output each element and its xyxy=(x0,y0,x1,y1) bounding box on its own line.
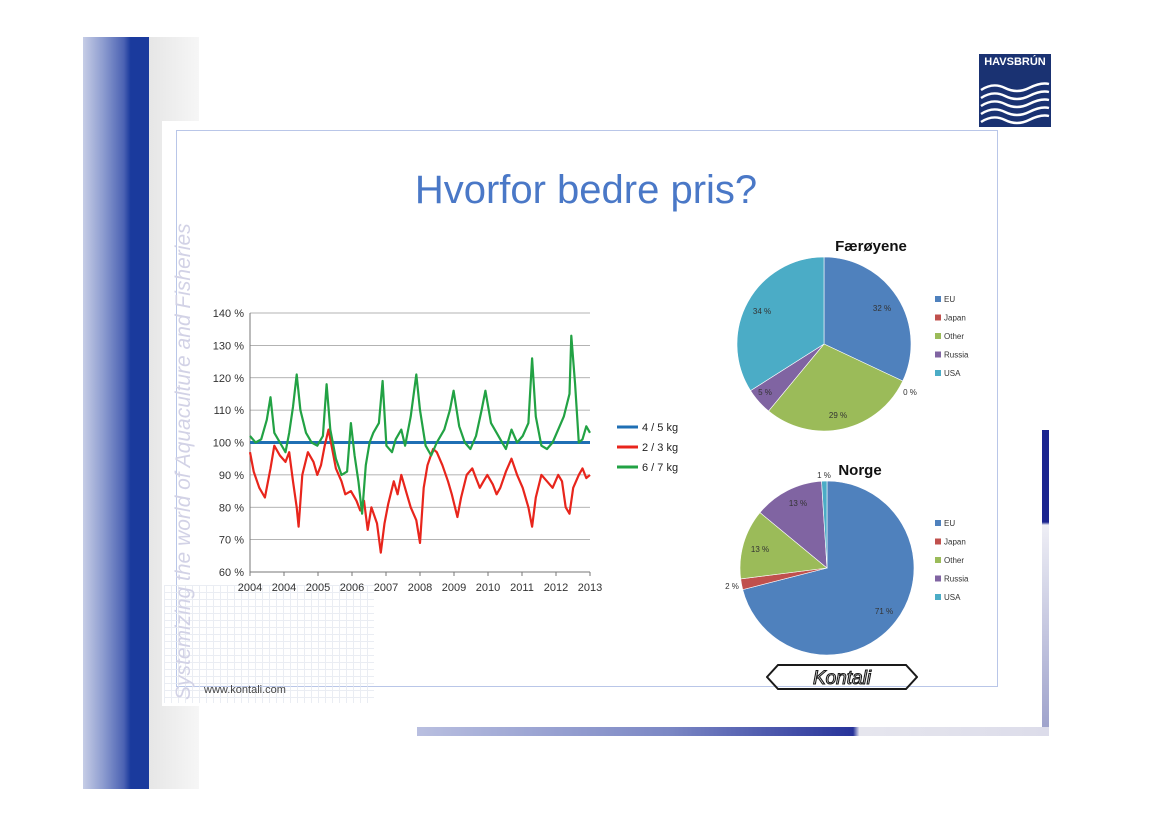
x-tick-label: 2012 xyxy=(544,582,568,594)
series-line-6-7-kg xyxy=(249,334,591,515)
x-tick-label: 2011 xyxy=(510,582,534,594)
havsbrun-logo xyxy=(979,54,1051,127)
left-decor-band xyxy=(83,37,149,789)
y-tick-label: 110 % xyxy=(214,405,245,417)
y-tick-label: 140 % xyxy=(213,308,244,320)
series-line-2-3-kg xyxy=(248,428,591,554)
pie-data-label: 71 % xyxy=(875,607,893,616)
x-tick-label: 2009 xyxy=(442,582,466,594)
legend-swatch xyxy=(935,314,941,321)
wave-icon xyxy=(980,82,1050,125)
y-tick-label: 130 % xyxy=(213,340,244,352)
price-line-chart: 60 % 70 % 80 % 90 % 100 % 110 % 120 % 130 % 140 … xyxy=(213,308,678,594)
pie-title: Færøyene xyxy=(835,238,907,255)
legend-label: USA xyxy=(944,369,961,378)
legend-swatch xyxy=(935,351,941,358)
legend-label: Japan xyxy=(944,314,966,323)
slide-frame xyxy=(176,130,998,687)
x-tick-label: 2013 xyxy=(578,582,602,594)
x-tick-label: 2007 xyxy=(374,582,398,594)
x-tick-label: 2008 xyxy=(408,582,432,594)
pie-slice-usa xyxy=(821,480,828,569)
pie-data-label: 13 % xyxy=(789,499,807,508)
y-tick-label: 120 % xyxy=(213,373,244,385)
pie-slice-russia xyxy=(759,480,828,569)
pie-slice-eu xyxy=(742,480,915,656)
legend-label: 4 / 5 kg xyxy=(642,422,678,434)
legend-swatch xyxy=(935,333,941,339)
legend-label: Russia xyxy=(944,351,969,360)
y-tick-label: 80 % xyxy=(219,502,244,514)
y-tick-label: 100 % xyxy=(213,438,244,450)
legend-swatch xyxy=(935,594,941,600)
legend-label: Other xyxy=(944,556,964,565)
y-tick-label: 60 % xyxy=(219,567,244,579)
legend-swatch xyxy=(935,538,941,545)
pie-data-label: 0 % xyxy=(903,388,917,397)
pie-slice-usa xyxy=(736,256,825,392)
legend-label: 6 / 7 kg xyxy=(642,462,678,474)
website-url: www.kontali.com xyxy=(204,684,286,696)
pie-data-label: 34 % xyxy=(753,307,771,316)
legend-swatch xyxy=(935,520,941,526)
grid-pattern-decor xyxy=(164,585,374,703)
legend-swatch xyxy=(935,296,941,302)
y-tick-label: 70 % xyxy=(219,535,244,547)
y-tick-label: 90 % xyxy=(219,470,244,482)
pie-data-label: 1 % xyxy=(817,471,831,480)
legend-label: Japan xyxy=(944,538,966,547)
legend-label: Other xyxy=(944,332,964,341)
watermark-text: Systemizing the world of Aquaculture and… xyxy=(172,223,195,700)
pie-slice-eu xyxy=(823,256,912,382)
pie-data-label: 32 % xyxy=(873,304,891,313)
faroe-pie-chart: 32 % 0 % 29 % 5 % 34 % Færøyene EU Japan Other Ru… xyxy=(736,238,969,432)
kontali-logo-text: Kontali xyxy=(813,668,872,689)
slide-title: Hvorfor bedre pris? xyxy=(414,168,758,212)
x-tick-label: 2004 xyxy=(238,582,262,594)
pie-data-label: 2 % xyxy=(725,582,739,591)
kontali-logo: Kontali xyxy=(766,664,918,690)
pie-slice-other xyxy=(739,512,828,580)
pie-data-label: 5 % xyxy=(758,388,772,397)
pie-data-label: 29 % xyxy=(829,411,847,420)
legend-swatch xyxy=(935,370,941,376)
legend-label: EU xyxy=(944,519,955,528)
x-tick-label: 2010 xyxy=(476,582,500,594)
legend-label: EU xyxy=(944,295,955,304)
legend-swatch xyxy=(935,557,941,563)
legend-label: USA xyxy=(944,593,961,602)
legend-swatch xyxy=(935,575,941,582)
bottom-decor-bar xyxy=(417,727,1049,736)
x-tick-label: 2005 xyxy=(306,582,330,594)
right-decor-bar xyxy=(1042,430,1049,727)
havsbrun-logo-text: HAVSBRÚN xyxy=(984,56,1046,68)
pie-slice-other xyxy=(768,343,904,432)
x-tick-label: 2004 xyxy=(272,582,296,594)
norway-pie-chart: 71 % 2 % 13 % 13 % 1 % Norge EU Japan Other Russi… xyxy=(725,462,969,656)
x-tick-label: 2006 xyxy=(340,582,364,594)
legend-label: 2 / 3 kg xyxy=(642,442,678,454)
pie-title: Norge xyxy=(838,462,881,479)
pie-data-label: 13 % xyxy=(751,545,769,554)
legend-label: Russia xyxy=(944,575,969,584)
